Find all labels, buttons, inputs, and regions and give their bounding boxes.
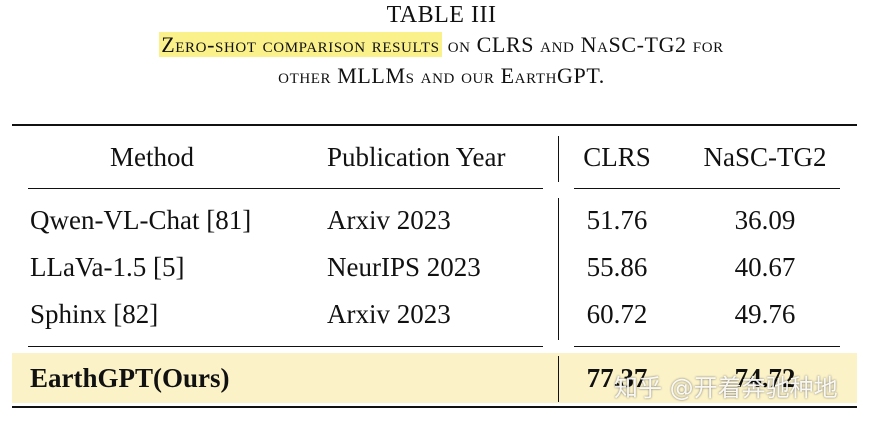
header-rule-right bbox=[574, 188, 840, 189]
cell-clrs-ours: 77.37 bbox=[586, 363, 648, 393]
cell-year: NeurIPS 2023 bbox=[327, 252, 481, 282]
table-caption-line2: other MLLMs and our EarthGPT. bbox=[278, 63, 605, 88]
ours-row-highlight bbox=[12, 353, 857, 403]
column-divider-ours bbox=[558, 356, 559, 402]
top-rule bbox=[12, 124, 857, 126]
table-label: TABLE III bbox=[386, 2, 497, 28]
header-clrs: CLRS bbox=[583, 142, 651, 172]
cell-method: Qwen-VL-Chat [81] bbox=[30, 205, 252, 235]
cell-clrs: 55.86 bbox=[586, 252, 648, 282]
header-rule-left bbox=[28, 188, 543, 189]
header-publication-year: Publication Year bbox=[327, 142, 506, 172]
cell-clrs: 60.72 bbox=[586, 299, 648, 329]
cell-year: Arxiv 2023 bbox=[327, 205, 451, 235]
column-divider-header bbox=[558, 136, 559, 182]
cell-method: LLaVa-1.5 [5] bbox=[30, 252, 185, 282]
caption-highlight: Zero-shot comparison results bbox=[159, 32, 442, 57]
table-caption-line1: Zero-shot comparison results on CLRS and… bbox=[0, 32, 883, 58]
cell-year: Arxiv 2023 bbox=[327, 299, 451, 329]
body-rule-left bbox=[28, 346, 543, 347]
column-divider-body bbox=[558, 198, 559, 340]
cell-method: Sphinx [82] bbox=[30, 299, 159, 329]
cell-nasc-ours: 74.72 bbox=[734, 363, 796, 393]
cell-clrs: 51.76 bbox=[586, 205, 648, 235]
cell-method-ours: EarthGPT(Ours) bbox=[30, 363, 230, 393]
body-rule-right bbox=[574, 346, 840, 347]
bottom-rule bbox=[12, 406, 857, 408]
header-nasc-tg2: NaSC-TG2 bbox=[703, 142, 827, 172]
cell-nasc: 36.09 bbox=[734, 205, 796, 235]
header-method: Method bbox=[110, 142, 194, 172]
cell-nasc: 49.76 bbox=[734, 299, 796, 329]
caption-rest: on CLRS and NaSC-TG2 for bbox=[441, 32, 724, 57]
watermark: 知乎 @开着奔驰种地 bbox=[614, 374, 838, 402]
cell-nasc: 40.67 bbox=[734, 252, 796, 282]
